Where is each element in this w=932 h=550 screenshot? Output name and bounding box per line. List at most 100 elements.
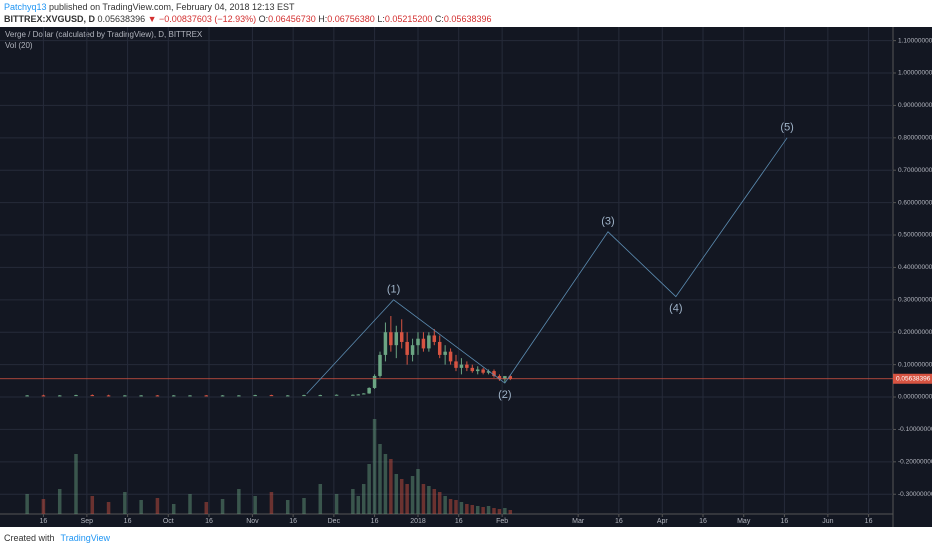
candle-body: [378, 354, 382, 376]
low: 0.05215200: [384, 14, 433, 24]
candle-body: [25, 395, 29, 397]
candle-body: [443, 351, 447, 355]
volume-bar: [437, 492, 442, 514]
volume-bar: [139, 500, 143, 514]
y-tick-label: 0.50000000: [898, 232, 932, 239]
header: Patchyq13 published on TradingView.com, …: [0, 0, 932, 27]
volume-bar: [106, 502, 111, 514]
y-tick-label: 0.80000000: [898, 135, 932, 142]
candle-body: [421, 338, 426, 349]
volume-bar: [448, 499, 453, 514]
candle-body: [503, 376, 507, 380]
candle-body: [416, 338, 420, 346]
volume-bar: [318, 484, 323, 514]
candle-body: [492, 371, 496, 376]
candle-body: [171, 395, 176, 397]
volume-bar: [475, 506, 480, 514]
candle-body: [334, 394, 339, 396]
candle-body: [394, 332, 399, 346]
candle-body: [285, 395, 290, 397]
y-tick-label: 0.20000000: [898, 329, 932, 336]
wave-label: (3): [601, 216, 614, 228]
candle-body: [454, 361, 458, 368]
volume-bar: [74, 454, 78, 514]
chart: Verge / Dollar (calculated by TradingVie…: [0, 27, 932, 527]
candle-body: [459, 364, 464, 368]
volume-bar: [465, 504, 469, 514]
candle-body: [508, 376, 513, 379]
candle-body: [155, 395, 160, 397]
volume-bar: [302, 498, 306, 514]
volume-bar: [378, 444, 382, 514]
chart-title: Verge / Dollar (calculated by TradingVie…: [5, 30, 203, 39]
volume-bar: [361, 484, 366, 514]
price: 0.05638396: [97, 14, 146, 24]
volume-bar: [421, 484, 426, 514]
candle-body: [389, 332, 393, 346]
open-label: O:: [258, 14, 269, 24]
volume-bar: [399, 479, 404, 514]
candle-body: [432, 335, 437, 342]
y-tick-label: -0.20000000: [898, 459, 932, 466]
volume-bar: [389, 459, 393, 514]
volume-label: Vol (20): [5, 41, 33, 50]
x-tick-label: 16: [371, 518, 379, 525]
candle-body: [399, 332, 404, 342]
wave-label: (2): [498, 389, 511, 401]
candle-body: [465, 364, 469, 368]
x-tick-label: 16: [865, 518, 873, 525]
volume-bar: [253, 496, 257, 514]
volume-bar: [188, 494, 192, 514]
y-tick-label: 0.10000000: [898, 361, 932, 368]
x-tick-label: May: [737, 518, 751, 525]
volume-bar: [470, 505, 475, 514]
volume-bar: [405, 484, 409, 514]
x-tick-label: Oct: [163, 518, 174, 525]
volume-bar: [432, 489, 437, 514]
volume-bar: [394, 474, 399, 514]
volume-bar: [356, 496, 361, 514]
candle-body: [123, 395, 127, 397]
volume-bar: [492, 508, 496, 514]
x-tick-label: Sep: [81, 518, 94, 525]
candle-body: [139, 395, 143, 397]
candle-body: [356, 394, 361, 396]
candle-body: [497, 375, 502, 380]
candle-body: [204, 395, 209, 397]
wave-label: (1): [387, 284, 400, 296]
volume-bar: [503, 508, 507, 514]
x-tick-label: 16: [455, 518, 463, 525]
volume-bar: [372, 419, 377, 514]
volume-bar: [454, 500, 458, 514]
candle-body: [481, 369, 485, 373]
candle-body: [383, 332, 388, 355]
last-price-label: 0.05638396: [896, 375, 931, 382]
y-tick-label: 0.90000000: [898, 102, 932, 109]
volume-bar: [155, 498, 160, 514]
candle-body: [486, 371, 491, 373]
candle-body: [269, 395, 274, 397]
symbol: BITTREX:XVGUSD, D: [4, 14, 96, 24]
volume-bar: [41, 499, 46, 514]
wave-label: (5): [780, 122, 793, 134]
candle-body: [41, 395, 46, 397]
candle-body: [470, 367, 475, 372]
author[interactable]: Patchyq13: [4, 2, 47, 12]
candle-body: [410, 345, 415, 355]
volume-bar: [57, 489, 62, 514]
y-tick-label: 0.60000000: [898, 199, 932, 206]
x-tick-label: 16: [615, 518, 623, 525]
background: [0, 27, 932, 527]
candle-body: [427, 335, 431, 349]
volume-bar: [410, 476, 415, 514]
candle-body: [74, 395, 78, 397]
footer: Created with TradingView: [0, 527, 932, 550]
volume-bar: [367, 464, 371, 514]
volume-bar: [25, 494, 29, 514]
y-tick-label: -0.30000000: [898, 491, 932, 498]
low-label: L:: [377, 14, 385, 24]
brand[interactable]: TradingView: [60, 533, 111, 543]
volume-bar: [497, 509, 502, 514]
wave-label: (4): [669, 302, 682, 314]
volume-bar: [90, 496, 95, 514]
